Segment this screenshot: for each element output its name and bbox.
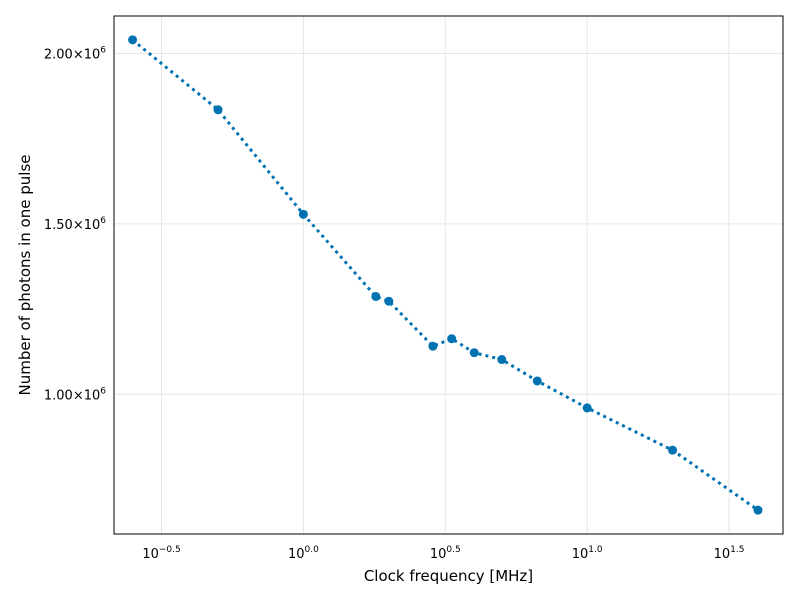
data-point bbox=[384, 296, 394, 306]
x-tick-label: 100.0 bbox=[288, 545, 319, 562]
y-tick-label: 1.50×106 bbox=[44, 216, 106, 233]
data-point bbox=[582, 403, 592, 413]
y-tick-exponent: 6 bbox=[100, 216, 106, 226]
data-point bbox=[532, 376, 542, 386]
x-tick-base: 10 bbox=[714, 547, 731, 562]
data-point bbox=[753, 505, 763, 515]
data-point bbox=[298, 209, 308, 219]
data-point bbox=[469, 348, 479, 358]
y-tick-label: 1.00×106 bbox=[44, 386, 106, 403]
data-point bbox=[428, 341, 438, 351]
y-tick-exponent: 6 bbox=[100, 386, 106, 396]
y-tick-mantissa: 2.00×10 bbox=[44, 47, 100, 62]
y-tick-label: 2.00×106 bbox=[44, 45, 106, 62]
x-tick-base: 10 bbox=[288, 547, 305, 562]
plot-frame bbox=[113, 15, 784, 535]
grid bbox=[114, 16, 783, 534]
data-point bbox=[447, 334, 457, 344]
y-tick-mantissa: 1.00×10 bbox=[44, 388, 100, 403]
series-layer bbox=[128, 35, 763, 515]
data-point bbox=[213, 105, 223, 115]
x-axis-label: Clock frequency [MHz] bbox=[364, 567, 533, 585]
data-point bbox=[668, 445, 678, 455]
y-tick-exponent: 6 bbox=[100, 45, 106, 55]
x-axis-ticks: 10−0.5 100.0 100.5 101.0 101.5 bbox=[142, 545, 744, 562]
y-tick-mantissa: 1.50×10 bbox=[44, 218, 100, 233]
x-tick-label: 101.0 bbox=[572, 545, 603, 562]
x-tick-label: 10−0.5 bbox=[142, 545, 180, 562]
plot-background bbox=[114, 16, 783, 534]
x-tick-exponent: −0.5 bbox=[159, 545, 181, 555]
data-point bbox=[128, 35, 138, 45]
x-tick-base: 10 bbox=[430, 547, 447, 562]
data-point bbox=[497, 355, 507, 365]
x-tick-exponent: 1.0 bbox=[588, 545, 603, 555]
y-axis-label: Number of photons in one pulse bbox=[16, 155, 34, 396]
x-tick-exponent: 0.0 bbox=[305, 545, 320, 555]
x-tick-label: 101.5 bbox=[714, 545, 745, 562]
x-tick-exponent: 1.5 bbox=[730, 545, 744, 555]
x-tick-label: 100.5 bbox=[430, 545, 461, 562]
data-point bbox=[371, 291, 381, 301]
x-tick-exponent: 0.5 bbox=[446, 545, 460, 555]
x-tick-base: 10 bbox=[142, 547, 159, 562]
x-tick-base: 10 bbox=[572, 547, 589, 562]
